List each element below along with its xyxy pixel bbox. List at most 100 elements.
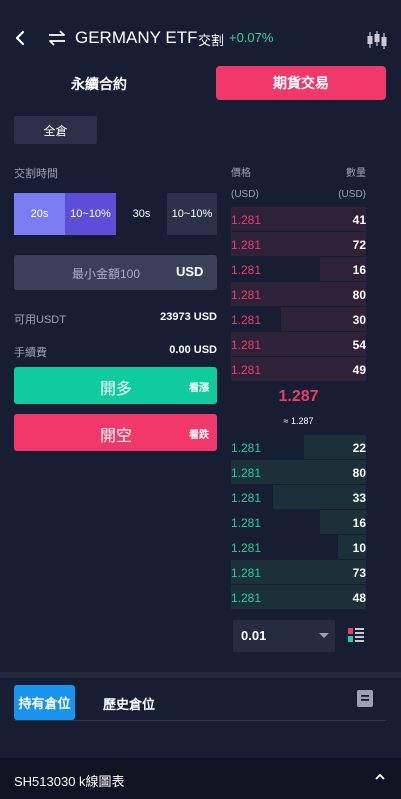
orderbook-price: 1.281 (231, 238, 262, 252)
position-mode-button[interactable]: 全倉 (14, 116, 97, 144)
ask-row[interactable]: 1.281 16 (231, 257, 366, 282)
orderbook-price: 1.281 (231, 466, 262, 480)
chevron-down-icon (319, 633, 329, 638)
orderbook-qty: 33 (352, 491, 366, 505)
ask-row[interactable]: 1.281 49 (231, 357, 366, 382)
orderbook-price: 1.281 (231, 441, 262, 455)
delivery-time-label: 交割時間 (14, 168, 58, 180)
available-value: 23973 USD (160, 311, 217, 323)
orderbook-qty: 54 (352, 338, 366, 352)
last-price: 1.287 (278, 388, 319, 405)
depth-bar (231, 207, 366, 231)
depth-bar (337, 535, 366, 559)
orderbook-price: 1.281 (231, 338, 262, 352)
header: GERMANY ETF 交割 +0.07% (0, 0, 401, 60)
tab-holding-positions[interactable]: 持有倉位 (14, 685, 75, 720)
orderbook-qty: 22 (352, 441, 366, 455)
orderbook-price: 1.281 (231, 591, 262, 605)
orderbook-qty: 30 (352, 313, 366, 327)
document-icon[interactable] (357, 690, 373, 707)
orderbook-qty: 16 (352, 263, 366, 277)
time-option-20s[interactable]: 20s (14, 193, 65, 235)
tab-perpetual[interactable]: 永續合約 (71, 75, 127, 92)
fee-label: 手續費 (14, 347, 47, 359)
candlestick-icon[interactable] (366, 30, 388, 50)
orderbook-qty: 48 (352, 591, 366, 605)
orderbook-price: 1.281 (231, 313, 262, 327)
time-option-30s[interactable]: 30s (116, 193, 167, 235)
depth-bar (231, 332, 366, 356)
last-price-approx: ≈ 1.287 (283, 416, 314, 426)
depth-bar (320, 257, 366, 281)
section-divider (0, 672, 401, 678)
amount-unit: USD (176, 264, 204, 279)
depth-bar (231, 282, 366, 306)
ask-row[interactable]: 1.281 54 (231, 332, 366, 357)
orderbook-price: 1.281 (231, 213, 262, 227)
kline-chart-bar[interactable]: SH513030 k線圖表 (0, 758, 401, 799)
open-short-button[interactable]: 開空 看跌 (14, 414, 217, 451)
orderbook-price: 1.281 (231, 491, 262, 505)
chevron-up-icon (375, 773, 385, 780)
depth-precision-select[interactable]: 0.01 (233, 620, 335, 652)
open-long-label: 開多 (100, 381, 133, 398)
open-short-label: 開空 (100, 428, 133, 445)
orderbook-qty: 80 (352, 466, 366, 480)
orderbook-qty: 10 (352, 541, 366, 555)
open-long-button[interactable]: 開多 看漲 (14, 367, 217, 404)
depth-bar (231, 585, 366, 609)
bid-row[interactable]: 1.281 80 (231, 460, 366, 485)
bid-row[interactable]: 1.281 22 (231, 435, 366, 460)
ask-row[interactable]: 1.281 41 (231, 207, 366, 232)
bid-row[interactable]: 1.281 33 (231, 485, 366, 510)
depth-bar (231, 460, 366, 484)
market-title: GERMANY ETF (75, 28, 198, 47)
time-option-range-2[interactable]: 10~10% (167, 193, 217, 235)
amount-input[interactable]: 最小金額100 USD (14, 255, 217, 290)
orderbook-layout-icon[interactable] (348, 628, 364, 642)
swap-icon[interactable] (48, 30, 66, 46)
orderbook-price-unit: (USD) (231, 189, 259, 200)
kline-chart-label: SH513030 k線圖表 (14, 774, 125, 789)
bid-row[interactable]: 1.281 10 (231, 535, 366, 560)
tab-history-positions[interactable]: 歷史倉位 (103, 697, 156, 712)
depth-precision-value: 0.01 (241, 628, 267, 643)
bid-row[interactable]: 1.281 73 (231, 560, 366, 585)
tab-futures[interactable]: 期貨交易 (216, 66, 386, 100)
depth-bar (280, 307, 366, 331)
depth-bar (231, 560, 366, 584)
available-label: 可用USDT (14, 314, 66, 326)
time-option-range-1[interactable]: 10~10% (65, 193, 116, 235)
price-change: +0.07% (229, 30, 274, 45)
ask-row[interactable]: 1.281 72 (231, 232, 366, 257)
orderbook-qty: 73 (352, 566, 366, 580)
orderbook-price: 1.281 (231, 363, 262, 377)
orderbook-price: 1.281 (231, 566, 262, 580)
depth-bar (231, 357, 366, 381)
orderbook-price: 1.281 (231, 516, 262, 530)
orderbook-qty: 16 (352, 516, 366, 530)
ask-row[interactable]: 1.281 80 (231, 282, 366, 307)
depth-bar (320, 510, 366, 534)
orderbook-price: 1.281 (231, 541, 262, 555)
bearish-label: 看跌 (189, 430, 209, 441)
depth-bar (303, 435, 366, 459)
orderbook-qty: 49 (352, 363, 366, 377)
bullish-label: 看漲 (189, 383, 209, 394)
orderbook-price: 1.281 (231, 288, 262, 302)
amount-placeholder: 最小金額100 (72, 267, 141, 281)
orderbook-qty: 80 (352, 288, 366, 302)
delivery-tag: 交割 (198, 33, 225, 48)
orderbook-qty-unit: (USD) (338, 189, 366, 200)
ask-row[interactable]: 1.281 30 (231, 307, 366, 332)
bid-row[interactable]: 1.281 16 (231, 510, 366, 535)
orderbook-qty-header: 數量 (346, 168, 366, 179)
tabs-underline (14, 720, 386, 721)
depth-bar (272, 485, 366, 509)
orderbook-price: 1.281 (231, 263, 262, 277)
bid-row[interactable]: 1.281 48 (231, 585, 366, 610)
orderbook-qty: 72 (352, 238, 366, 252)
depth-bar (231, 232, 366, 256)
orderbook-price-header: 價格 (231, 168, 251, 179)
back-arrow-icon[interactable] (14, 28, 28, 48)
